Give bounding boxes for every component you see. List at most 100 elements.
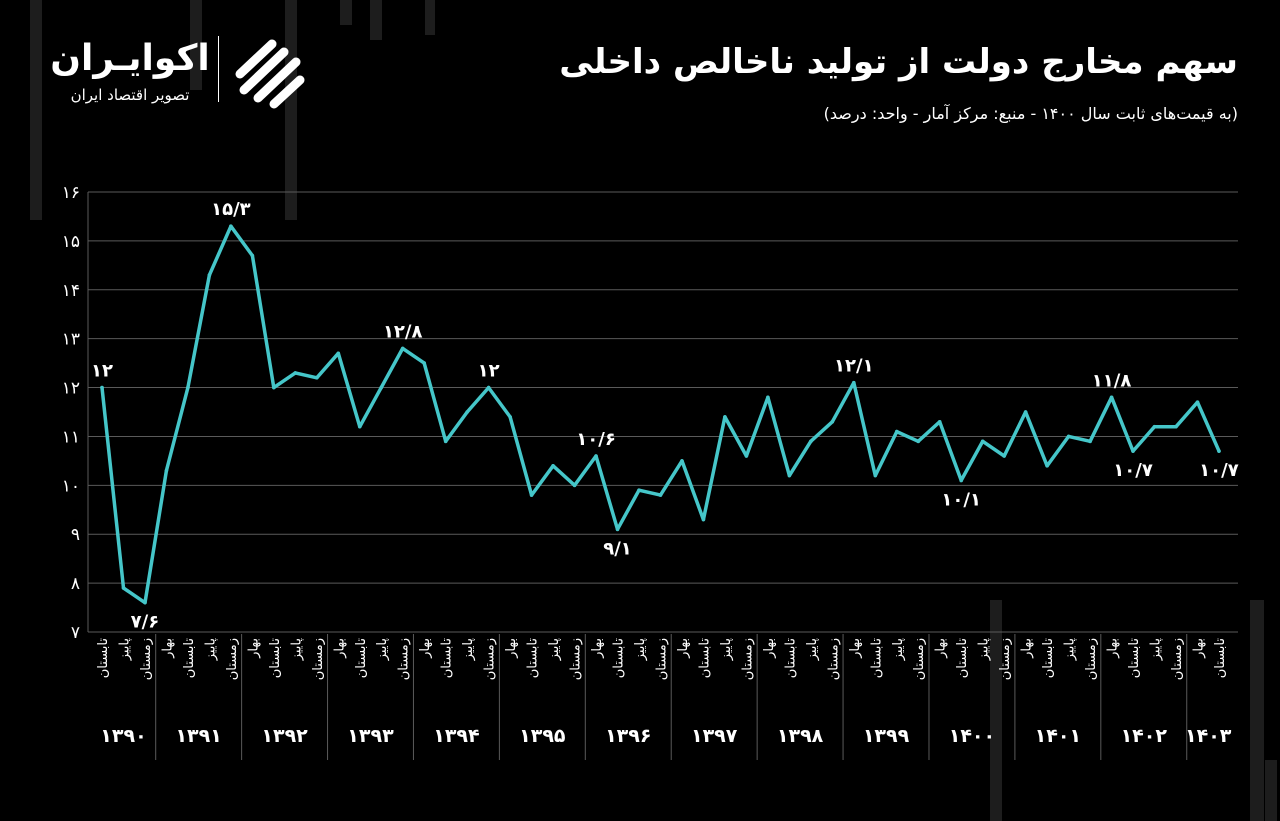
data-point <box>229 224 233 229</box>
year-label: ۱۳۹۳ <box>347 725 394 747</box>
x-tick-label: پاییز <box>375 638 390 662</box>
year-label: ۱۳۹۷ <box>691 725 738 747</box>
x-tick-label: تابستان <box>526 638 541 679</box>
x-tick-label: زمستان <box>654 638 669 680</box>
data-point <box>379 385 384 390</box>
x-tick-label: تابستان <box>182 638 197 679</box>
year-label: ۱۴۰۳ <box>1185 725 1232 747</box>
x-tick-label: زمستان <box>1170 638 1185 680</box>
x-tick-label: زمستان <box>826 638 841 680</box>
data-point <box>293 371 298 375</box>
x-tick-label: تابستان <box>783 638 798 679</box>
x-tick-label: تابستان <box>955 638 970 679</box>
year-label: ۱۴۰۲ <box>1121 725 1168 747</box>
data-point <box>1002 454 1006 458</box>
logo-name: اکوایـران <box>50 38 210 79</box>
data-point <box>680 459 684 463</box>
x-tick-label: بهار <box>590 638 605 659</box>
y-tick-label: ۱۶ <box>62 183 80 203</box>
x-tick-label: پاییز <box>977 638 992 662</box>
data-point <box>164 468 169 473</box>
chart-subtitle: (به قیمت‌های ثابت سال ۱۴۰۰ - منبع: مرکز … <box>823 104 1238 123</box>
y-tick-label: ۱۵ <box>62 232 80 252</box>
data-point <box>637 488 641 493</box>
data-label: ۹/۱ <box>603 538 632 559</box>
x-tick-label: پاییز <box>117 638 132 662</box>
x-tick-label: زمستان <box>311 638 326 680</box>
year-label: ۱۳۹۶ <box>605 725 651 747</box>
data-point <box>723 415 727 419</box>
x-tick-label: تابستان <box>1213 638 1228 679</box>
data-label: ۱۵/۳ <box>211 199 251 220</box>
x-tick-label: زمستان <box>998 638 1013 680</box>
data-point <box>809 439 813 444</box>
y-tick-label: ۷ <box>71 623 80 643</box>
data-point <box>207 273 212 277</box>
x-tick-label: زمستان <box>397 638 412 680</box>
data-point <box>980 439 985 444</box>
x-tick-label: بهار <box>418 638 433 659</box>
y-tick-label: ۱۱ <box>62 427 80 447</box>
data-point <box>1088 439 1092 444</box>
data-point <box>336 351 341 356</box>
x-tick-label: تابستان <box>869 638 884 679</box>
x-tick-label: پاییز <box>547 638 562 662</box>
data-point <box>250 253 255 258</box>
data-point <box>100 385 104 390</box>
x-tick-label: تابستان <box>697 638 712 679</box>
data-point <box>766 395 770 400</box>
y-tick-label: ۱۲ <box>62 379 80 399</box>
eghtesad-iran-logo-icon <box>235 39 305 109</box>
x-tick-label: بهار <box>1020 638 1035 659</box>
data-point <box>1131 449 1135 453</box>
series-line <box>100 224 1221 605</box>
data-point <box>916 439 921 444</box>
data-point <box>1023 410 1028 414</box>
data-point <box>143 600 147 605</box>
x-tick-label: پاییز <box>719 638 734 662</box>
year-label: ۱۳۹۰ <box>100 725 146 747</box>
data-label: ۱۲/۸ <box>383 321 423 342</box>
year-label: ۱۳۹۵ <box>519 725 566 747</box>
data-point <box>873 473 878 478</box>
x-tick-label: زمستان <box>569 638 584 680</box>
x-tick-label: بهار <box>676 638 691 659</box>
x-tick-label: پاییز <box>891 638 906 662</box>
data-label: ۱۰/۶ <box>576 429 616 450</box>
data-point <box>357 424 362 429</box>
data-point <box>400 346 405 351</box>
data-point <box>1045 463 1049 468</box>
data-point <box>852 380 856 385</box>
data-label: ۱۲/۱ <box>834 356 874 377</box>
data-point <box>959 478 963 483</box>
x-tick-label: تابستان <box>1041 638 1056 679</box>
x-tick-label: زمستان <box>912 638 927 680</box>
year-label: ۱۴۰۱ <box>1035 725 1081 747</box>
x-tick-label: بهار <box>246 638 261 659</box>
year-label: ۱۴۰۰ <box>949 725 995 747</box>
x-tick-label: بهار <box>1106 638 1121 659</box>
data-point <box>1195 400 1200 405</box>
y-tick-label: ۱۳ <box>62 330 80 350</box>
x-tick-label: تابستان <box>96 638 111 679</box>
year-label: ۱۳۹۴ <box>433 725 479 747</box>
year-label: ۱۳۹۱ <box>175 725 221 747</box>
data-point <box>121 586 126 590</box>
data-point <box>744 454 749 458</box>
data-point <box>1174 424 1178 429</box>
x-tick-label: بهار <box>504 638 519 659</box>
data-point <box>701 517 706 522</box>
x-tick-label: پاییز <box>289 638 304 662</box>
data-label: ۷/۶ <box>131 612 160 633</box>
x-tick-label: پاییز <box>805 638 820 662</box>
x-tick-label: تابستان <box>1127 638 1142 679</box>
year-label: ۱۳۹۹ <box>863 725 910 747</box>
x-tick-label: بهار <box>160 638 175 659</box>
data-point <box>787 473 792 478</box>
x-tick-label: پاییز <box>203 638 218 662</box>
logo-divider <box>218 36 219 102</box>
y-tick-label: ۸ <box>71 574 80 594</box>
x-tick-label: بهار <box>934 638 949 659</box>
